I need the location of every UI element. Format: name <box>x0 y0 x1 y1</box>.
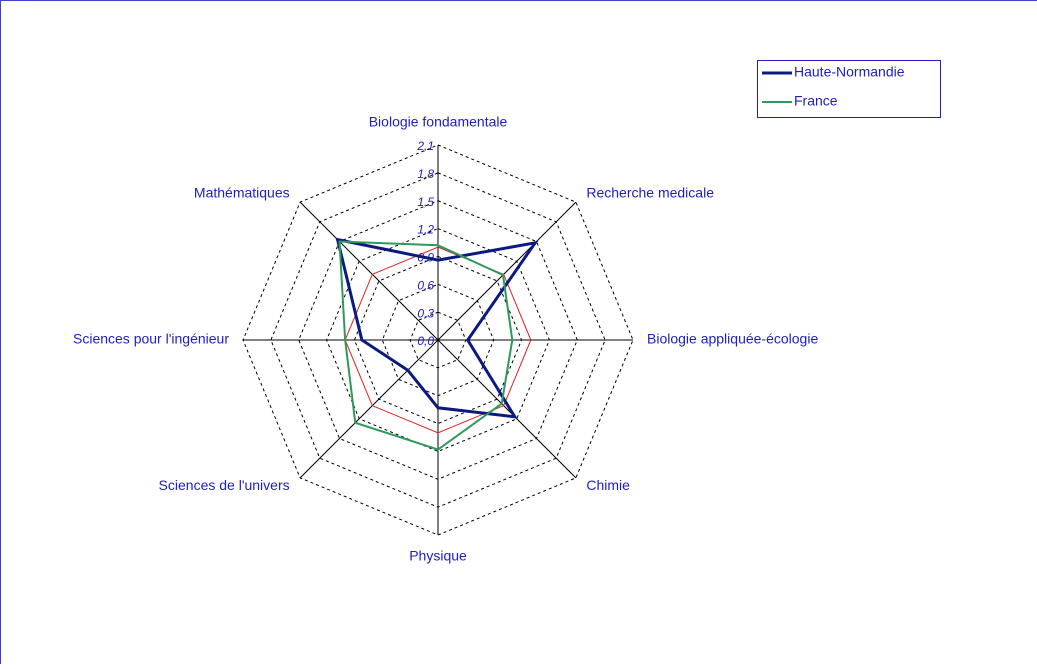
series-line <box>338 240 536 417</box>
legend-label: Haute-Normandie <box>794 64 905 80</box>
category-label: Mathématiques <box>194 184 290 200</box>
legend-label: France <box>794 93 838 109</box>
y-tick-label: 0,6 <box>417 278 434 292</box>
category-label: Sciences pour l'ingénieur <box>73 331 229 347</box>
category-label: Sciences de l'univers <box>159 477 290 493</box>
y-tick-label: 1,2 <box>417 223 434 237</box>
y-tick-label: 1,8 <box>417 167 434 181</box>
y-tick-label: 0,0 <box>417 334 434 348</box>
category-label: Recherche medicale <box>586 184 714 200</box>
y-tick-label: 2,1 <box>416 139 434 153</box>
axis-line <box>300 340 438 478</box>
y-tick-label: 0,3 <box>417 306 434 320</box>
category-label: Physique <box>409 548 467 564</box>
y-tick-label: 1,5 <box>417 195 434 209</box>
category-label: Biologie fondamentale <box>369 114 508 130</box>
category-label: Chimie <box>586 477 630 493</box>
axis-line <box>438 202 576 340</box>
category-label: Biologie appliquée-écologie <box>647 331 818 347</box>
